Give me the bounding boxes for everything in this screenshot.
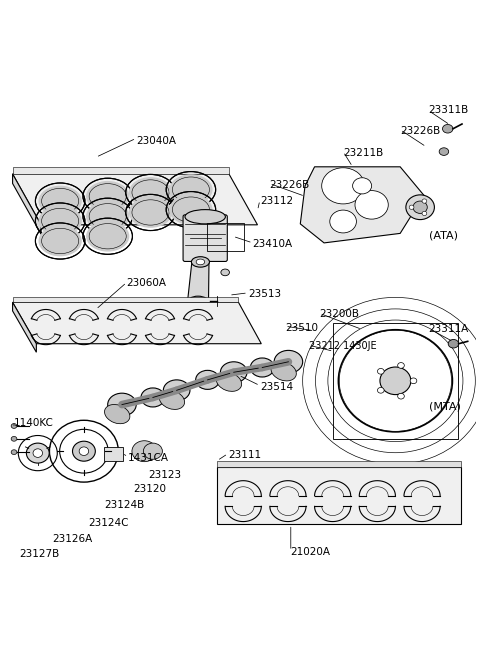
Ellipse shape — [86, 181, 129, 212]
Ellipse shape — [193, 300, 204, 307]
Ellipse shape — [72, 442, 96, 461]
Text: (ATA): (ATA) — [429, 231, 458, 240]
FancyBboxPatch shape — [104, 447, 123, 461]
Text: 23123: 23123 — [148, 470, 181, 480]
Text: 23226B: 23226B — [269, 180, 310, 190]
Text: 23311A: 23311A — [429, 325, 469, 334]
Text: 23111: 23111 — [228, 449, 261, 459]
Text: 23226B: 23226B — [400, 126, 441, 136]
Ellipse shape — [443, 124, 453, 133]
FancyBboxPatch shape — [183, 215, 228, 261]
Ellipse shape — [377, 388, 384, 393]
Ellipse shape — [439, 148, 449, 156]
Ellipse shape — [355, 191, 388, 219]
Ellipse shape — [406, 195, 434, 219]
Ellipse shape — [38, 206, 82, 237]
Ellipse shape — [397, 363, 404, 369]
Polygon shape — [12, 174, 41, 235]
Text: 23510: 23510 — [285, 323, 318, 332]
Ellipse shape — [274, 350, 303, 373]
Ellipse shape — [169, 194, 213, 225]
Ellipse shape — [221, 269, 229, 276]
Ellipse shape — [86, 221, 129, 252]
Text: 23040A: 23040A — [136, 135, 176, 146]
Ellipse shape — [132, 441, 156, 462]
Ellipse shape — [192, 257, 209, 267]
Polygon shape — [188, 262, 209, 306]
Text: 23514: 23514 — [260, 382, 293, 392]
Polygon shape — [12, 302, 36, 352]
Polygon shape — [12, 302, 261, 344]
Ellipse shape — [169, 174, 213, 205]
Text: (MTA): (MTA) — [429, 402, 461, 412]
Ellipse shape — [129, 177, 172, 208]
Ellipse shape — [11, 424, 17, 428]
Ellipse shape — [11, 450, 17, 455]
Ellipse shape — [163, 380, 190, 401]
Polygon shape — [217, 467, 461, 524]
Ellipse shape — [196, 259, 204, 265]
Ellipse shape — [251, 358, 274, 377]
Ellipse shape — [187, 296, 209, 310]
Ellipse shape — [377, 369, 384, 374]
Ellipse shape — [79, 447, 89, 455]
Ellipse shape — [196, 371, 219, 390]
Ellipse shape — [220, 362, 247, 383]
Polygon shape — [217, 461, 461, 467]
Ellipse shape — [26, 443, 49, 463]
Text: 1140KC: 1140KC — [14, 418, 54, 428]
Ellipse shape — [330, 210, 357, 233]
Ellipse shape — [380, 367, 411, 395]
Text: 23311B: 23311B — [429, 104, 469, 115]
Ellipse shape — [38, 225, 82, 256]
Text: 23060A: 23060A — [127, 279, 167, 288]
Text: 23211B: 23211B — [343, 148, 384, 158]
Text: 23212 1430JE: 23212 1430JE — [309, 341, 376, 351]
Ellipse shape — [397, 394, 404, 399]
Ellipse shape — [105, 405, 130, 424]
Ellipse shape — [353, 178, 372, 194]
Polygon shape — [12, 297, 239, 302]
Ellipse shape — [185, 210, 226, 224]
Ellipse shape — [322, 168, 364, 204]
Ellipse shape — [33, 449, 43, 457]
Ellipse shape — [410, 378, 417, 384]
Ellipse shape — [422, 212, 427, 215]
Text: 23124B: 23124B — [104, 501, 144, 510]
Text: 23200B: 23200B — [319, 309, 360, 319]
Text: 1431CA: 1431CA — [128, 453, 169, 463]
Ellipse shape — [422, 199, 427, 203]
Ellipse shape — [448, 340, 459, 348]
Text: 23410A: 23410A — [253, 239, 293, 249]
Ellipse shape — [144, 443, 162, 459]
Ellipse shape — [129, 197, 172, 228]
Ellipse shape — [11, 436, 17, 442]
Text: 23126A: 23126A — [52, 533, 92, 544]
Text: 23513: 23513 — [248, 289, 281, 299]
Polygon shape — [300, 167, 424, 243]
Ellipse shape — [108, 393, 136, 416]
Ellipse shape — [409, 205, 414, 210]
Ellipse shape — [38, 186, 82, 216]
Polygon shape — [12, 174, 257, 225]
Text: 21020A: 21020A — [290, 547, 330, 557]
Text: 23127B: 23127B — [19, 549, 59, 559]
Ellipse shape — [141, 388, 165, 407]
Polygon shape — [12, 167, 229, 174]
Ellipse shape — [271, 362, 296, 381]
Ellipse shape — [413, 201, 427, 214]
Text: 23120: 23120 — [133, 484, 166, 494]
Ellipse shape — [216, 372, 241, 392]
Ellipse shape — [86, 201, 129, 232]
Text: 23124C: 23124C — [89, 518, 129, 528]
Ellipse shape — [159, 390, 185, 409]
Text: 23112: 23112 — [260, 196, 293, 206]
